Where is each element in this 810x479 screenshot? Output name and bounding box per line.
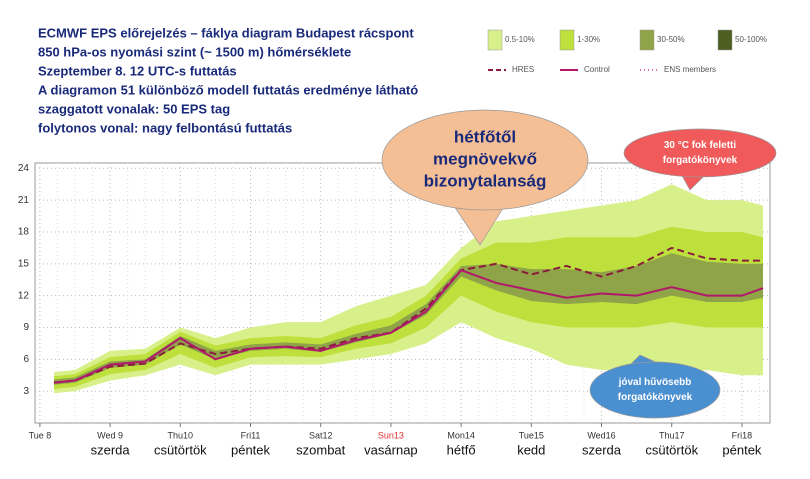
series-line <box>53 246 763 384</box>
legend-label: 50-100% <box>735 35 767 44</box>
legend-swatch <box>639 29 655 51</box>
callout-text: forgatókönyvek <box>618 392 693 403</box>
callout-text: 30 °C fok feletti <box>664 140 737 151</box>
x-tick-label: Sun13 <box>378 430 404 440</box>
title-line: ECMWF EPS előrejelzés – fáklya diagram B… <box>38 25 414 40</box>
callout-bubble <box>381 109 589 211</box>
callout-text: forgatókönyvek <box>663 155 738 166</box>
title-line: A diagramon 51 különböző modell futtatás… <box>38 82 418 97</box>
x-tick-label: Wed 9 <box>97 430 123 440</box>
legend-label: 1-30% <box>577 35 600 44</box>
y-tick-label: 6 <box>23 354 29 365</box>
x-tick-label: Thu17 <box>659 430 685 440</box>
x-tick-label: Tue 8 <box>29 430 52 440</box>
x-tick-label: Mon14 <box>447 430 475 440</box>
legend-swatch <box>717 29 733 51</box>
title-line: 850 hPa-os nyomási szint (~ 1500 m) hőmé… <box>38 44 351 59</box>
legend-label: HRES <box>512 65 534 74</box>
callout-bubble <box>589 361 721 419</box>
callout-bubble <box>623 128 777 178</box>
callout: jóval hűvösebb forgatókönyvek <box>589 354 721 419</box>
callout-text: bizonytalanság <box>424 171 547 190</box>
day-name: vasárnap <box>364 442 417 457</box>
legend-label: Control <box>584 65 610 74</box>
day-name: szombat <box>296 442 346 457</box>
legend-label: 0.5-10% <box>505 35 535 44</box>
callout: 30 °C fok feletti forgatókönyvek <box>623 128 777 191</box>
title-line: folytonos vonal: nagy felbontású futtatá… <box>38 120 292 135</box>
legend-swatch <box>487 29 503 51</box>
callout-text: hétfőtől <box>454 127 516 146</box>
day-name: péntek <box>722 442 762 457</box>
y-tick-label: 21 <box>18 195 30 206</box>
y-tick-label: 12 <box>18 290 30 301</box>
x-tick-label: Fri18 <box>732 430 753 440</box>
day-name: szerda <box>91 442 131 457</box>
x-tick-label: Thu10 <box>168 430 194 440</box>
y-tick-label: 15 <box>18 258 30 269</box>
callout-text: megnövekvő <box>433 149 537 168</box>
title-line: Szeptember 8. 12 UTC-s futtatás <box>38 63 237 78</box>
callout: hétfőtől megnövekvő bizonytalanság <box>381 109 589 246</box>
legend-swatch <box>559 29 575 51</box>
y-tick-label: 9 <box>23 322 29 333</box>
x-tick-label: Wed16 <box>587 430 615 440</box>
day-name: csütörtök <box>154 442 207 457</box>
callout-text: jóval hűvösebb <box>618 377 692 388</box>
day-name: hétfő <box>447 442 476 457</box>
day-name: csütörtök <box>645 442 698 457</box>
probability-band <box>53 184 763 394</box>
x-tick-label: Fri11 <box>241 430 261 440</box>
y-tick-label: 18 <box>18 227 30 238</box>
series-line <box>53 269 764 384</box>
legend-label: ENS members <box>664 65 716 74</box>
day-name: péntek <box>231 442 271 457</box>
legend-label: 30-50% <box>657 35 685 44</box>
x-tick-label: Sat12 <box>309 430 333 440</box>
title-line: szaggatott vonalak: 50 EPS tag <box>38 101 230 116</box>
day-name: kedd <box>517 442 545 457</box>
y-tick-label: 3 <box>23 386 29 397</box>
day-name: szerda <box>582 442 622 457</box>
x-tick-label: Tue15 <box>519 430 544 440</box>
y-tick-label: 24 <box>18 163 30 174</box>
